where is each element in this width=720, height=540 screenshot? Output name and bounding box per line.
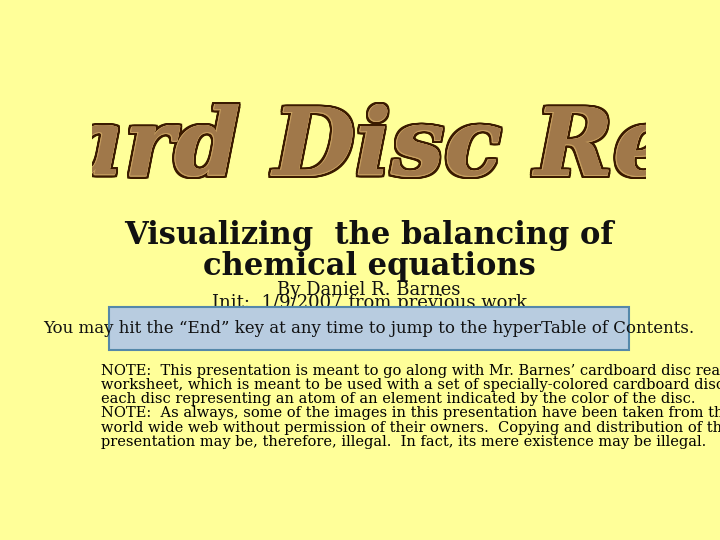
Text: Cardboard Disc Reactions: Cardboard Disc Reactions	[0, 107, 720, 197]
Text: Cardboard Disc Reactions: Cardboard Disc Reactions	[0, 104, 720, 194]
Text: You may hit the “End” key at any time to jump to the hyperTable of Contents.: You may hit the “End” key at any time to…	[43, 320, 695, 337]
Text: Cardboard Disc Reactions: Cardboard Disc Reactions	[0, 102, 720, 192]
Text: Cardboard Disc Reactions: Cardboard Disc Reactions	[0, 102, 720, 192]
Text: Cardboard Disc Reactions: Cardboard Disc Reactions	[0, 104, 720, 194]
Text: Cardboard Disc Reactions: Cardboard Disc Reactions	[0, 104, 720, 194]
Text: Cardboard Disc Reactions: Cardboard Disc Reactions	[0, 103, 720, 193]
Text: Cardboard Disc Reactions: Cardboard Disc Reactions	[0, 105, 720, 195]
Text: Cardboard Disc Reactions: Cardboard Disc Reactions	[0, 105, 720, 194]
Text: each disc representing an atom of an element indicated by the color of the disc.: each disc representing an atom of an ele…	[101, 392, 696, 406]
Text: Cardboard Disc Reactions: Cardboard Disc Reactions	[0, 106, 720, 196]
Text: Cardboard Disc Reactions: Cardboard Disc Reactions	[0, 105, 720, 195]
Text: Cardboard Disc Reactions: Cardboard Disc Reactions	[0, 105, 720, 195]
Text: Cardboard Disc Reactions: Cardboard Disc Reactions	[0, 105, 720, 194]
Text: Cardboard Disc Reactions: Cardboard Disc Reactions	[0, 106, 720, 196]
Text: Cardboard Disc Reactions: Cardboard Disc Reactions	[0, 102, 720, 192]
Text: Cardboard Disc Reactions: Cardboard Disc Reactions	[0, 104, 720, 194]
Text: Cardboard Disc Reactions: Cardboard Disc Reactions	[0, 107, 720, 197]
Text: Cardboard Disc Reactions: Cardboard Disc Reactions	[0, 106, 720, 196]
Text: Cardboard Disc Reactions: Cardboard Disc Reactions	[0, 107, 720, 197]
Text: Visualizing  the balancing of: Visualizing the balancing of	[125, 220, 613, 251]
Text: Cardboard Disc Reactions: Cardboard Disc Reactions	[0, 103, 720, 193]
Text: Cardboard Disc Reactions: Cardboard Disc Reactions	[0, 107, 720, 197]
Text: Cardboard Disc Reactions: Cardboard Disc Reactions	[0, 105, 720, 195]
Text: By Daniel R. Barnes: By Daniel R. Barnes	[277, 281, 461, 299]
Text: Cardboard Disc Reactions: Cardboard Disc Reactions	[0, 105, 720, 194]
Text: Cardboard Disc Reactions: Cardboard Disc Reactions	[0, 103, 720, 193]
Text: Cardboard Disc Reactions: Cardboard Disc Reactions	[0, 105, 720, 194]
Text: NOTE:  This presentation is meant to go along with Mr. Barnes’ cardboard disc re: NOTE: This presentation is meant to go a…	[101, 363, 720, 377]
Text: Cardboard Disc Reactions: Cardboard Disc Reactions	[0, 102, 720, 192]
Text: Cardboard Disc Reactions: Cardboard Disc Reactions	[0, 107, 720, 197]
Text: world wide web without permission of their owners.  Copying and distribution of : world wide web without permission of the…	[101, 421, 720, 435]
Text: Cardboard Disc Reactions: Cardboard Disc Reactions	[0, 105, 720, 194]
Text: presentation may be, therefore, illegal.  In fact, its mere existence may be ill: presentation may be, therefore, illegal.…	[101, 435, 706, 449]
FancyBboxPatch shape	[109, 307, 629, 350]
Text: Cardboard Disc Reactions: Cardboard Disc Reactions	[0, 105, 720, 195]
Text: worksheet, which is meant to be used with a set of specially-colored cardboard d: worksheet, which is meant to be used wit…	[101, 378, 720, 392]
Text: NOTE:  As always, some of the images in this presentation have been taken from t: NOTE: As always, some of the images in t…	[101, 406, 720, 420]
Text: Cardboard Disc Reactions: Cardboard Disc Reactions	[0, 105, 720, 195]
Text: chemical equations: chemical equations	[202, 251, 536, 282]
Text: Cardboard Disc Reactions: Cardboard Disc Reactions	[0, 106, 720, 196]
Text: Cardboard Disc Reactions: Cardboard Disc Reactions	[0, 102, 720, 192]
Text: Cardboard Disc Reactions: Cardboard Disc Reactions	[0, 105, 720, 194]
Text: Cardboard Disc Reactions: Cardboard Disc Reactions	[0, 103, 720, 193]
Text: Cardboard Disc Reactions: Cardboard Disc Reactions	[0, 106, 720, 196]
Text: Cardboard Disc Reactions: Cardboard Disc Reactions	[0, 103, 720, 193]
Text: Cardboard Disc Reactions: Cardboard Disc Reactions	[0, 106, 720, 196]
Text: Cardboard Disc Reactions: Cardboard Disc Reactions	[0, 107, 720, 197]
Text: Init:  1/9/2007 from previous work: Init: 1/9/2007 from previous work	[212, 294, 526, 313]
Text: Cardboard Disc Reactions: Cardboard Disc Reactions	[0, 103, 720, 193]
Text: Cardboard Disc Reactions: Cardboard Disc Reactions	[0, 105, 720, 194]
Text: Cardboard Disc Reactions: Cardboard Disc Reactions	[0, 105, 720, 194]
Text: Cardboard Disc Reactions: Cardboard Disc Reactions	[0, 105, 720, 195]
Text: Cardboard Disc Reactions: Cardboard Disc Reactions	[0, 104, 720, 194]
Text: Cardboard Disc Reactions: Cardboard Disc Reactions	[0, 105, 720, 195]
Text: Cardboard Disc Reactions: Cardboard Disc Reactions	[0, 105, 720, 194]
Text: Cardboard Disc Reactions: Cardboard Disc Reactions	[0, 104, 720, 194]
Text: Cardboard Disc Reactions: Cardboard Disc Reactions	[0, 106, 720, 196]
Text: Cardboard Disc Reactions: Cardboard Disc Reactions	[0, 104, 720, 194]
Text: Cardboard Disc Reactions: Cardboard Disc Reactions	[0, 104, 720, 194]
Text: Cardboard Disc Reactions: Cardboard Disc Reactions	[0, 105, 720, 195]
Text: Cardboard Disc Reactions: Cardboard Disc Reactions	[0, 102, 720, 192]
Text: Cardboard Disc Reactions: Cardboard Disc Reactions	[0, 103, 720, 193]
Text: Cardboard Disc Reactions: Cardboard Disc Reactions	[0, 107, 720, 197]
Text: Cardboard Disc Reactions: Cardboard Disc Reactions	[0, 104, 720, 194]
Text: Cardboard Disc Reactions: Cardboard Disc Reactions	[0, 104, 720, 194]
Text: Cardboard Disc Reactions: Cardboard Disc Reactions	[0, 105, 720, 195]
Text: Cardboard Disc Reactions: Cardboard Disc Reactions	[0, 102, 720, 192]
